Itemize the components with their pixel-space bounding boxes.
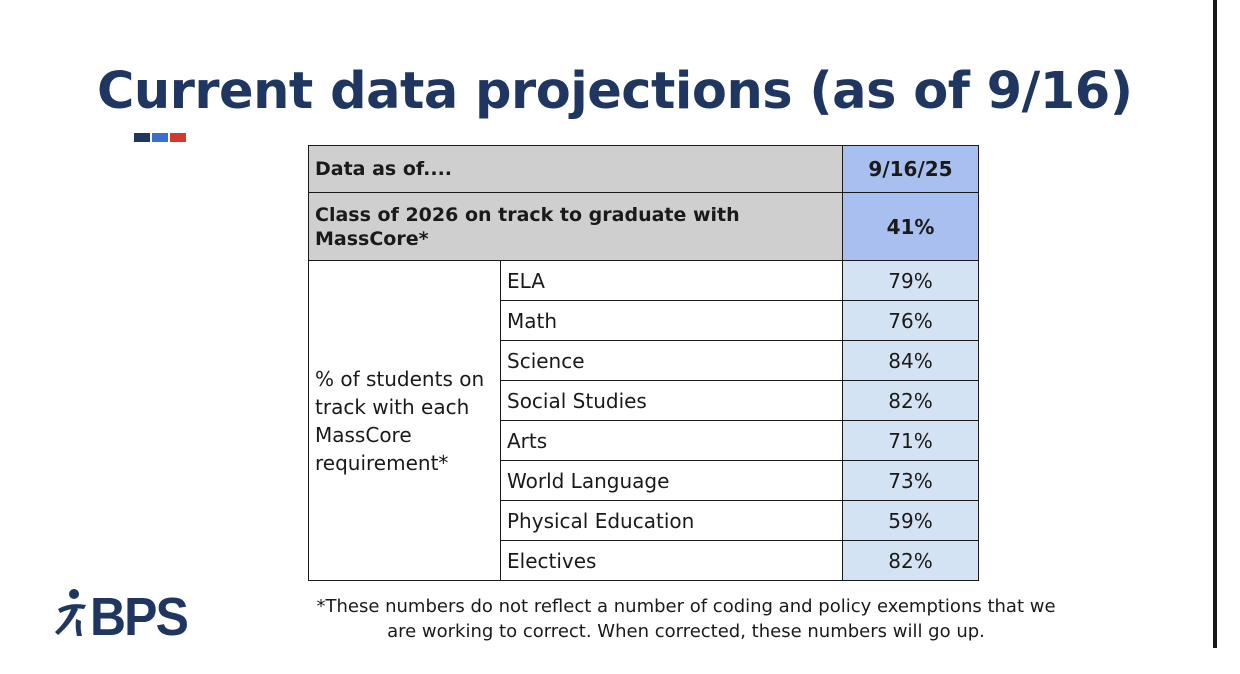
footnote: *These numbers do not reflect a number o… — [246, 594, 1126, 644]
group-label: % of students on track with each MassCor… — [308, 260, 501, 581]
subject-label: Physical Education — [499, 500, 844, 541]
bps-logo-graphic: BPS — [55, 587, 189, 647]
class-row: Class of 2026 on track to graduate with … — [307, 192, 980, 261]
accent-block-blue — [152, 133, 168, 142]
subject-value: 59% — [842, 500, 980, 541]
subject-value: 73% — [842, 460, 980, 501]
subject-label: Electives — [499, 540, 844, 581]
footnote-line-1: *These numbers do not reflect a number o… — [316, 596, 1056, 617]
table-row: Physical Education 59% — [309, 500, 980, 541]
table-row: World Language 73% — [309, 460, 980, 501]
subject-label: Arts — [499, 420, 844, 461]
subject-value: 82% — [842, 540, 980, 581]
accent-block-red — [170, 133, 186, 142]
class-row-label: Class of 2026 on track to graduate with … — [307, 192, 844, 261]
table-header-row: Data as of.... 9/16/25 — [307, 145, 980, 193]
masscore-data-table: Data as of.... 9/16/25 Class of 2026 on … — [307, 145, 980, 581]
header-date: 9/16/25 — [842, 145, 980, 193]
table-row: Social Studies 82% — [309, 380, 980, 421]
title-accent-bar — [134, 133, 186, 142]
bps-logo: BPS — [54, 585, 194, 647]
table-row: % of students on track with each MassCor… — [308, 260, 980, 581]
subject-label: World Language — [499, 460, 844, 501]
bottom-band — [0, 648, 1240, 674]
subject-value: 84% — [842, 340, 980, 381]
accent-block-navy — [134, 133, 150, 142]
bps-figure-icon — [55, 589, 86, 636]
subject-label: Math — [499, 300, 844, 341]
subject-value: 71% — [842, 420, 980, 461]
subject-value: 82% — [842, 380, 980, 421]
subject-value: 76% — [842, 300, 980, 341]
class-row-value: 41% — [842, 192, 980, 261]
subject-value: 79% — [842, 260, 980, 301]
subject-label: Science — [499, 340, 844, 381]
table-row: Electives 82% — [309, 540, 980, 581]
footnote-line-2: are working to correct. When corrected, … — [387, 621, 985, 642]
subject-label: ELA — [499, 260, 844, 301]
header-label: Data as of.... — [307, 145, 844, 193]
slide-title: Current data projections (as of 9/16) — [97, 62, 1133, 121]
table-row: Arts 71% — [309, 420, 980, 461]
slide: Current data projections (as of 9/16) Da… — [54, 62, 1134, 647]
table-row: Math 76% — [309, 300, 980, 341]
slide-edge-rule — [1213, 0, 1217, 648]
subject-label: Social Studies — [499, 380, 844, 421]
bps-logo-text: BPS — [90, 587, 187, 641]
